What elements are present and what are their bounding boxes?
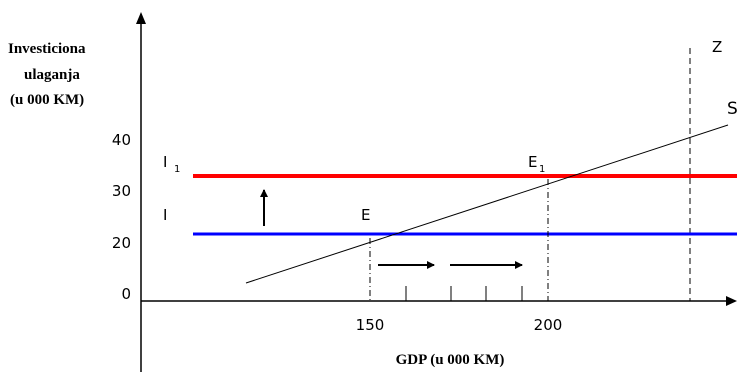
point-e1-label: E <box>528 153 537 171</box>
z-label: Z <box>712 38 722 56</box>
y-tick-label-0: 0 <box>121 285 131 303</box>
y-axis-label-line-3: (u 000 KM) <box>10 92 84 108</box>
x-axis-label: GDP (u 000 KM) <box>396 352 505 368</box>
x-axis-arrow-icon <box>726 296 737 306</box>
series-i1-label: I <box>163 153 167 171</box>
y-axis-arrow-icon <box>136 12 146 24</box>
y-tick-label-3: 40 <box>112 131 131 149</box>
x-tick-label-1: 200 <box>534 316 563 334</box>
x-tick-label-0: 150 <box>356 316 385 334</box>
series-s-label: S <box>727 99 737 119</box>
x-axis-minor-ticks <box>405 286 523 301</box>
point-e-label: E <box>361 206 370 224</box>
series-s-line <box>245 124 729 284</box>
point-e1-subscript: 1 <box>539 164 545 175</box>
y-tick-label-2: 30 <box>112 182 131 200</box>
y-tick-label-1: 20 <box>112 234 131 252</box>
y-axis-label-line-2: ulaganja <box>24 67 80 83</box>
series-i1-subscript: 1 <box>174 164 180 175</box>
y-axis-label-line-1: Investiciona <box>8 41 86 57</box>
series-i-label: I <box>163 206 167 224</box>
